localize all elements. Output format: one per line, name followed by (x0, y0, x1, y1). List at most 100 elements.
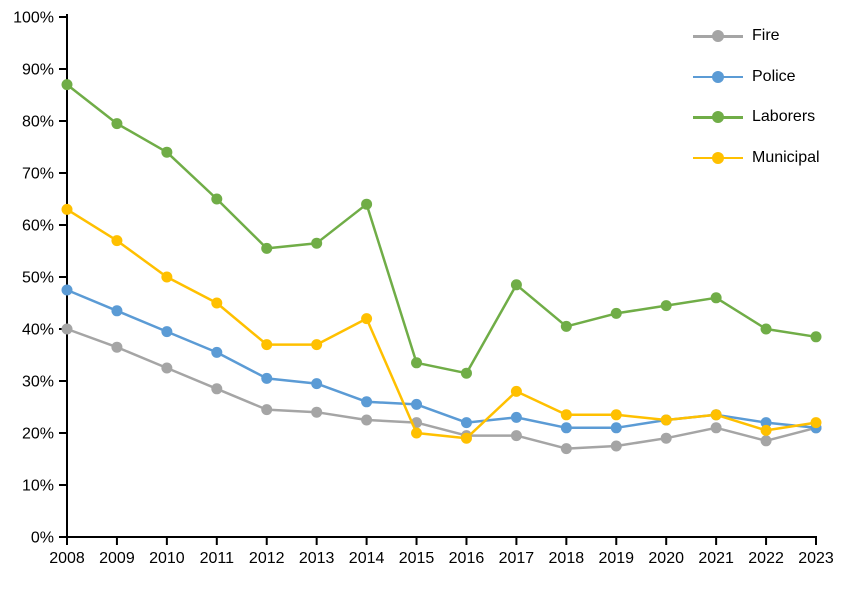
x-tick-label: 2015 (399, 550, 435, 567)
x-tick-label: 2021 (698, 550, 734, 567)
data-point-fire-2018 (560, 443, 572, 455)
y-tick-label: 0% (31, 530, 54, 547)
legend-label-fire: Fire (752, 27, 780, 44)
legend-label-laborers: Laborers (752, 108, 816, 125)
data-point-laborers-2018 (560, 320, 572, 332)
x-tick-label: 2010 (149, 550, 185, 567)
y-tick-label: 100% (13, 10, 54, 27)
data-point-municipal-2013 (311, 339, 323, 351)
x-tick-label: 2018 (549, 550, 585, 567)
data-point-laborers-2020 (660, 300, 672, 312)
data-point-laborers-2011 (211, 193, 223, 205)
legend-marker-laborers-icon (693, 106, 743, 128)
legend-marker-fire-icon (693, 25, 743, 47)
data-point-laborers-2013 (311, 237, 323, 249)
x-tick-label: 2017 (499, 550, 535, 567)
y-tick-label: 20% (22, 426, 54, 443)
data-point-municipal-2021 (710, 409, 722, 421)
data-point-police-2015 (411, 398, 423, 410)
data-point-municipal-2023 (810, 417, 822, 429)
x-tick-label: 2020 (648, 550, 684, 567)
x-tick-label: 2009 (99, 550, 135, 567)
y-tick-label: 50% (22, 270, 54, 287)
series-line-police (65, 288, 818, 430)
data-point-laborers-2015 (411, 357, 423, 369)
legend-marker-police-icon (693, 66, 743, 88)
legend-label-police: Police (752, 67, 796, 85)
data-point-laborers-2008 (61, 79, 73, 91)
data-point-fire-2010 (161, 362, 173, 374)
x-tick-label: 2019 (598, 550, 634, 567)
data-point-fire-2013 (311, 406, 323, 418)
data-point-police-2022 (760, 417, 772, 429)
data-point-fire-2022 (760, 435, 772, 447)
data-point-police-2014 (361, 396, 373, 408)
data-point-police-2012 (261, 372, 273, 384)
data-point-fire-2020 (660, 432, 672, 444)
x-tick-label: 2008 (49, 550, 85, 567)
data-point-municipal-2011 (211, 297, 223, 309)
data-point-fire-2017 (510, 430, 522, 442)
data-point-laborers-2009 (111, 118, 123, 130)
data-point-police-2009 (111, 305, 123, 317)
data-point-municipal-2022 (760, 424, 772, 436)
x-tick-label: 2014 (349, 550, 385, 567)
data-point-police-2017 (510, 411, 522, 423)
data-point-fire-2011 (211, 383, 223, 395)
y-tick-label: 30% (22, 374, 54, 391)
data-point-police-2011 (211, 346, 223, 358)
data-point-municipal-2012 (261, 339, 273, 351)
x-tick-label: 2011 (200, 550, 235, 567)
data-point-municipal-2014 (361, 313, 373, 325)
data-point-municipal-2009 (111, 235, 123, 247)
legend-item-fire: Fire (693, 25, 780, 47)
data-point-municipal-2019 (610, 409, 622, 421)
y-tick-label: 60% (22, 218, 54, 235)
data-point-laborers-2023 (810, 331, 822, 343)
data-point-police-2016 (460, 417, 472, 429)
data-point-laborers-2019 (610, 307, 622, 319)
y-tick-label: 80% (22, 114, 54, 131)
data-point-municipal-2010 (161, 271, 173, 283)
x-tick-label: 2012 (249, 550, 285, 567)
y-tick-label: 90% (22, 62, 54, 79)
y-tick-label: 40% (22, 322, 54, 339)
series-line-laborers (65, 83, 818, 375)
data-point-fire-2012 (261, 404, 273, 416)
series-line-municipal (65, 208, 818, 440)
data-point-fire-2009 (111, 341, 123, 353)
data-point-police-2010 (161, 326, 173, 338)
data-point-laborers-2010 (161, 146, 173, 158)
data-point-fire-2014 (361, 414, 373, 426)
x-tick-label: 2016 (449, 550, 485, 567)
data-point-fire-2019 (610, 440, 622, 452)
data-point-municipal-2016 (460, 432, 472, 444)
data-point-police-2008 (61, 284, 73, 296)
data-point-fire-2008 (61, 323, 73, 335)
legend-item-police: Police (693, 66, 796, 88)
data-point-police-2018 (560, 422, 572, 434)
y-tick-label: 10% (22, 478, 54, 495)
data-point-municipal-2020 (660, 414, 672, 426)
data-point-laborers-2016 (460, 367, 472, 379)
legend-label-municipal: Municipal (752, 148, 820, 166)
data-point-laborers-2021 (710, 292, 722, 304)
x-tick-label: 2022 (748, 550, 784, 567)
data-point-municipal-2017 (510, 385, 522, 397)
data-point-laborers-2012 (261, 242, 273, 254)
data-point-laborers-2022 (760, 323, 772, 335)
data-point-municipal-2008 (61, 203, 73, 215)
data-point-police-2019 (610, 422, 622, 434)
data-point-fire-2021 (710, 422, 722, 434)
y-tick-label: 70% (22, 166, 54, 183)
legend-item-municipal: Municipal (693, 147, 820, 169)
series-line-fire (65, 327, 818, 450)
x-tick-label: 2013 (299, 550, 335, 567)
data-point-police-2013 (311, 378, 323, 390)
data-point-municipal-2018 (560, 409, 572, 421)
legend-marker-municipal-icon (693, 147, 743, 169)
data-point-municipal-2015 (411, 427, 423, 439)
x-tick-label: 2023 (798, 550, 834, 567)
